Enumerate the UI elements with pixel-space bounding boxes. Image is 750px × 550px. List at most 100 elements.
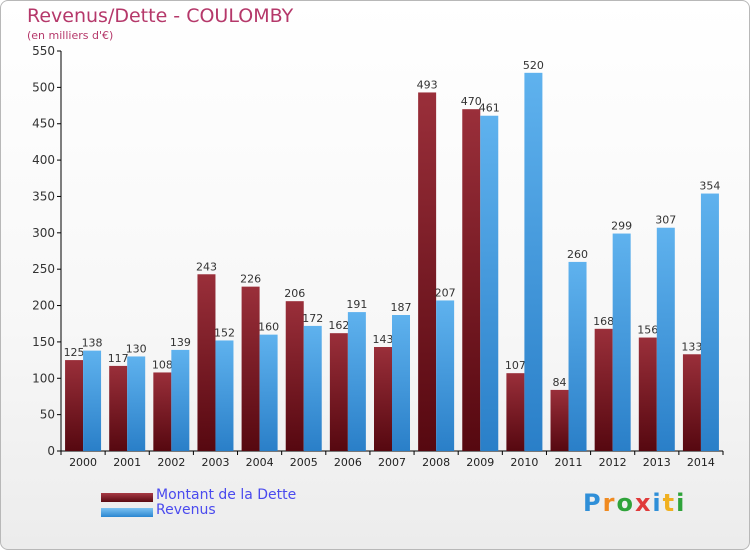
logo-letter: x	[634, 489, 653, 517]
x-tick-label: 2012	[599, 456, 627, 469]
x-tick-label: 2000	[69, 456, 97, 469]
x-tick-label: 2002	[157, 456, 185, 469]
logo-letter: r	[602, 489, 617, 517]
bar-dette	[462, 109, 481, 451]
y-tick-label: 450	[32, 117, 55, 131]
bar-dette	[638, 337, 657, 451]
data-label: 172	[302, 312, 323, 325]
legend-label-revenus: Revenus	[156, 502, 216, 518]
chart-subtitle: (en milliers d'€)	[27, 29, 114, 42]
chart-title: Revenus/Dette - COULOMBY	[27, 5, 294, 27]
y-tick-label: 550	[32, 44, 55, 58]
bar-revenus	[215, 340, 234, 451]
bar-revenus	[259, 334, 278, 451]
data-label: 299	[611, 220, 632, 233]
data-label: 461	[479, 102, 500, 115]
legend-swatch-revenus	[101, 508, 153, 517]
bar-dette	[506, 373, 525, 451]
data-label: 84	[553, 376, 567, 389]
data-label: 160	[258, 321, 279, 334]
bar-revenus	[436, 300, 455, 451]
x-tick-label: 2004	[246, 456, 274, 469]
data-label: 470	[461, 95, 482, 108]
logo-letter: P	[583, 489, 603, 517]
logo-letter: t	[662, 489, 677, 517]
bar-dette	[550, 389, 569, 451]
y-tick-label: 350	[32, 189, 55, 203]
bar-revenus	[568, 261, 587, 451]
y-tick-label: 50	[40, 408, 55, 422]
x-tick-label: 2014	[687, 456, 715, 469]
bar-revenus	[612, 233, 631, 451]
bar-dette	[418, 92, 437, 452]
data-label: 226	[240, 273, 261, 286]
bar-dette	[374, 347, 392, 451]
y-tick-label: 300	[32, 226, 55, 240]
data-label: 138	[82, 337, 103, 350]
y-tick-label: 200	[32, 299, 55, 313]
logo-letter: i	[652, 489, 663, 517]
bar-dette	[285, 301, 304, 451]
bar-dette	[594, 328, 613, 451]
bar-revenus	[127, 356, 146, 451]
bar-dette	[682, 354, 701, 451]
bar-revenus	[480, 115, 499, 452]
bar-revenus	[524, 72, 543, 452]
data-label: 139	[170, 336, 191, 349]
data-label: 260	[567, 248, 588, 261]
logo-letter: o	[616, 489, 635, 517]
x-tick-label: 2006	[334, 456, 362, 469]
bar-revenus	[656, 227, 675, 451]
bar-revenus	[171, 349, 190, 451]
data-label: 307	[655, 214, 676, 227]
bar-revenus	[700, 193, 719, 451]
bar-revenus	[392, 315, 410, 451]
data-label: 125	[64, 346, 85, 359]
x-tick-label: 2010	[510, 456, 538, 469]
x-tick-label: 2001	[113, 456, 141, 469]
bar-dette	[197, 274, 216, 451]
data-label: 520	[523, 59, 544, 72]
data-label: 117	[108, 352, 129, 365]
legend-label-dette: Montant de la Dette	[156, 487, 297, 503]
data-label: 207	[435, 286, 456, 299]
bar-dette	[153, 372, 172, 451]
y-tick-label: 250	[32, 262, 55, 276]
x-tick-label: 2005	[290, 456, 318, 469]
data-label: 191	[346, 298, 367, 311]
data-label: 206	[284, 287, 305, 300]
bar-dette	[109, 365, 128, 451]
data-label: 143	[373, 333, 394, 346]
logo-letter: i	[676, 489, 687, 517]
data-label: 130	[126, 342, 147, 355]
legend-swatch-dette	[101, 493, 153, 502]
bar-revenus	[83, 350, 102, 451]
bar-revenus	[303, 325, 322, 451]
y-tick-label: 500	[32, 80, 55, 94]
y-tick-label: 0	[47, 444, 55, 458]
bar-dette	[329, 333, 348, 451]
y-tick-label: 100	[32, 371, 55, 385]
data-label: 493	[417, 78, 438, 91]
data-label: 133	[681, 340, 702, 353]
data-label: 187	[391, 301, 412, 314]
x-tick-label: 2003	[201, 456, 229, 469]
data-label: 108	[152, 358, 173, 371]
data-label: 168	[593, 315, 614, 328]
data-label: 156	[637, 324, 658, 337]
x-tick-label: 2011	[555, 456, 583, 469]
data-label: 162	[328, 319, 349, 332]
x-tick-label: 2008	[422, 456, 450, 469]
bar-revenus	[347, 312, 366, 451]
data-label: 152	[214, 326, 235, 339]
x-tick-label: 2009	[466, 456, 494, 469]
y-tick-label: 400	[32, 153, 55, 167]
bar-dette	[65, 360, 84, 451]
data-label: 243	[196, 260, 217, 273]
data-label: 354	[699, 180, 720, 193]
data-label: 107	[505, 359, 526, 372]
y-tick-label: 150	[32, 335, 55, 349]
proxiti-logo: Proxiti	[583, 489, 686, 517]
